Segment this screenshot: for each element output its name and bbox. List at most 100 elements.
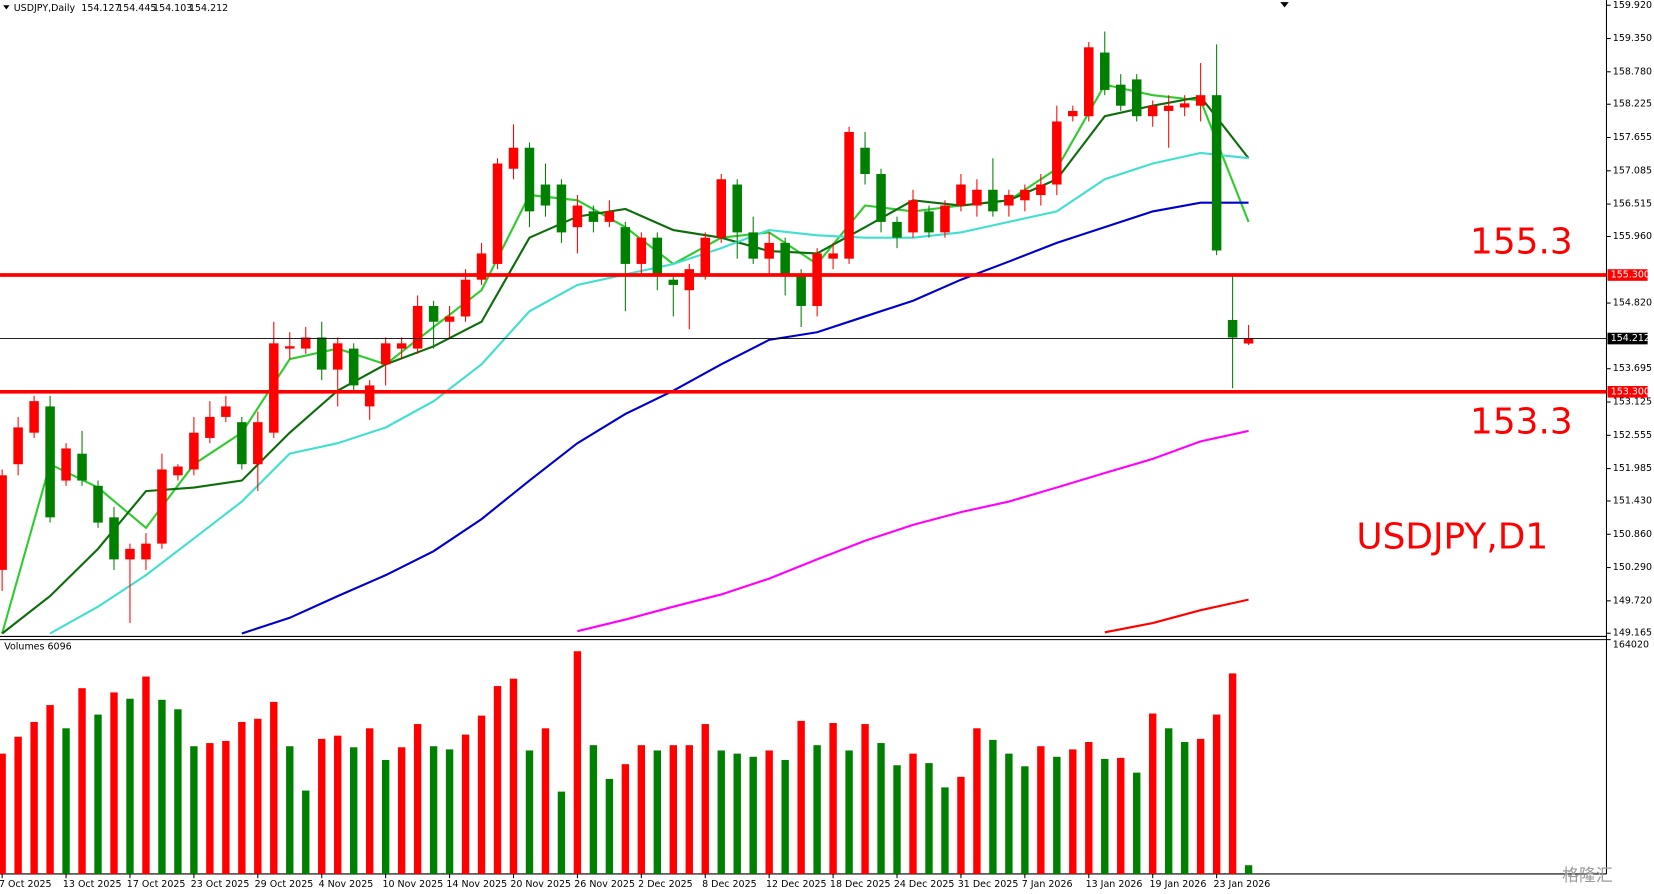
candle-body [173, 466, 183, 476]
candle-body [700, 237, 711, 275]
volume-bar [222, 740, 230, 874]
volume-bar [829, 723, 837, 874]
current-price-box [1607, 332, 1648, 345]
candle-body [380, 343, 391, 365]
volume-bar [813, 745, 821, 874]
candle-body [269, 343, 279, 433]
candle-body [524, 147, 535, 212]
candle-body [301, 337, 311, 349]
level-label: 155.3 [1470, 221, 1573, 262]
x-tick-label: 7 Jan 2026 [1022, 879, 1073, 890]
volume-bar [381, 759, 390, 874]
x-tick-label: 24 Dec 2025 [894, 879, 955, 890]
y-tick-label: 150.290 [1613, 562, 1652, 573]
candle-body [1068, 110, 1078, 117]
candle-body [205, 416, 215, 438]
volume-bar [685, 745, 693, 874]
volume-bar [286, 746, 294, 874]
y-tick-label: 157.085 [1613, 165, 1652, 176]
y-tick-label: 149.165 [1613, 628, 1652, 639]
x-tick-label: 23 Oct 2025 [191, 879, 250, 890]
candle-body [45, 406, 55, 518]
candle-body [988, 189, 998, 212]
volume-bar [46, 705, 54, 874]
candle-body [684, 269, 695, 291]
volume-bar [110, 692, 118, 874]
volume-bar [94, 714, 102, 874]
y-tick-label: 153.125 [1613, 397, 1652, 408]
volume-bar [861, 724, 869, 874]
candle-body [460, 279, 471, 317]
volume-bar [429, 746, 438, 874]
candle-body [652, 237, 663, 275]
level-label: 153.3 [1470, 401, 1573, 442]
level-tag-box [1607, 269, 1648, 281]
y-tick-label: 157.655 [1613, 132, 1652, 143]
candle-body [316, 337, 327, 370]
x-tick-label: 18 Dec 2025 [830, 879, 891, 890]
candle-body [892, 221, 902, 238]
volume-bar [989, 739, 997, 874]
candle-body [253, 422, 263, 465]
volume-title: Volumes [4, 642, 44, 653]
y-tick-label: 159.350 [1613, 33, 1652, 44]
symbol-title: USDJPY,Daily [14, 3, 76, 14]
candle-body [0, 475, 7, 570]
volume-bar [925, 763, 933, 874]
candle-body [1100, 52, 1110, 90]
volume-bar [1021, 766, 1029, 874]
x-tick-label: 23 Jan 2026 [1213, 879, 1270, 890]
volume-bar [749, 756, 757, 874]
volume-bar [1180, 742, 1189, 874]
candle-body [13, 427, 23, 465]
candle-body [1243, 338, 1254, 344]
volume-bar [573, 651, 582, 874]
volume-bar [621, 764, 630, 874]
low-value: 154.103 [153, 3, 192, 14]
candle-body [1115, 84, 1126, 106]
moving-average [49, 151, 1249, 635]
candle-body [1227, 319, 1238, 338]
x-tick-label: 10 Nov 2025 [382, 879, 443, 890]
volume-bar [669, 745, 677, 874]
candle-body [157, 469, 167, 544]
high-value: 154.445 [117, 3, 156, 14]
candle-body [956, 184, 966, 206]
x-tick-label: 19 Jan 2026 [1150, 879, 1207, 890]
open-value: 154.127 [81, 3, 120, 14]
volume-bar [1133, 772, 1141, 874]
candle-body [61, 448, 71, 481]
x-tick-label: 8 Dec 2025 [702, 879, 757, 890]
level-tag: 155.300 [1611, 270, 1650, 281]
volume-bar [717, 750, 725, 874]
y-tick-label: 158.780 [1613, 66, 1652, 77]
y-tick-label: 158.225 [1613, 99, 1652, 110]
candle-body [796, 274, 806, 306]
x-tick-label: 7 Oct 2025 [0, 879, 52, 890]
y-tick-label: 153.695 [1613, 363, 1652, 374]
candle-body [1131, 79, 1142, 117]
volume-bar [765, 750, 773, 874]
volume-bar [973, 728, 981, 874]
candle-body [1147, 105, 1158, 117]
candle-body [780, 242, 790, 275]
volume-bar [365, 728, 374, 874]
candle-body [189, 432, 199, 470]
candle-body [1052, 121, 1062, 185]
volume-bar [541, 728, 550, 874]
candle-body [764, 242, 774, 259]
candle-body [237, 422, 247, 465]
volume-bar [1164, 728, 1173, 874]
candle-body [748, 232, 758, 259]
volume-bar [909, 753, 917, 874]
volume-bar [957, 776, 965, 874]
volume-bar [78, 688, 86, 874]
volume-bar [413, 724, 422, 874]
menu-triangle [3, 5, 10, 10]
volume-bar [350, 747, 358, 874]
y-tick-label: 149.720 [1613, 595, 1652, 606]
candle-body [77, 453, 87, 481]
x-tick-label: 12 Dec 2025 [766, 879, 827, 890]
